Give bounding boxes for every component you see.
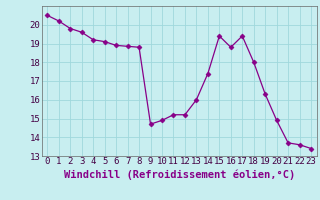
X-axis label: Windchill (Refroidissement éolien,°C): Windchill (Refroidissement éolien,°C) (64, 169, 295, 180)
